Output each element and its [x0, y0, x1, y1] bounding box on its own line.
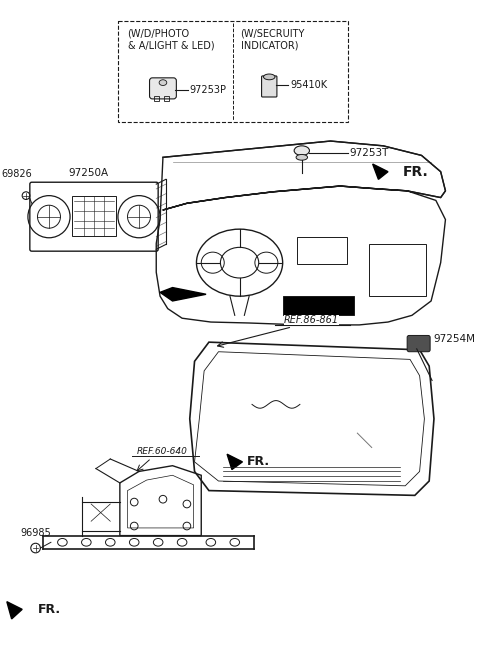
Polygon shape [372, 164, 388, 180]
Text: 95410K: 95410K [290, 79, 327, 90]
Text: (W/SECRUITY
INDICATOR): (W/SECRUITY INDICATOR) [240, 29, 305, 50]
Polygon shape [7, 601, 22, 619]
Text: 97254M: 97254M [433, 334, 475, 344]
Bar [72, 196, 116, 236]
Bar [283, 296, 354, 315]
Bar [369, 244, 426, 296]
FancyBboxPatch shape [262, 76, 277, 97]
Text: 97250A: 97250A [68, 169, 108, 178]
Bar [297, 237, 347, 264]
Text: FR.: FR. [402, 165, 428, 179]
Polygon shape [160, 287, 206, 301]
Text: (W/D/PHOTO
& A/LIGHT & LED): (W/D/PHOTO & A/LIGHT & LED) [128, 29, 214, 50]
Bar [155, 96, 159, 101]
Text: 69826: 69826 [1, 169, 32, 180]
Polygon shape [227, 454, 242, 470]
Text: 97253T: 97253T [350, 149, 389, 158]
Ellipse shape [296, 154, 308, 160]
Ellipse shape [159, 79, 167, 85]
Text: 96985: 96985 [20, 528, 51, 539]
FancyBboxPatch shape [150, 78, 176, 99]
Text: REF.60-640: REF.60-640 [137, 447, 188, 456]
Ellipse shape [294, 146, 310, 156]
FancyBboxPatch shape [407, 335, 430, 351]
Text: REF.86-861: REF.86-861 [284, 315, 339, 325]
Text: FR.: FR. [247, 455, 270, 468]
Bar [164, 96, 168, 101]
Text: FR.: FR. [37, 603, 60, 616]
Bar [118, 21, 348, 122]
Text: 97253P: 97253P [190, 85, 227, 96]
Ellipse shape [264, 74, 275, 79]
